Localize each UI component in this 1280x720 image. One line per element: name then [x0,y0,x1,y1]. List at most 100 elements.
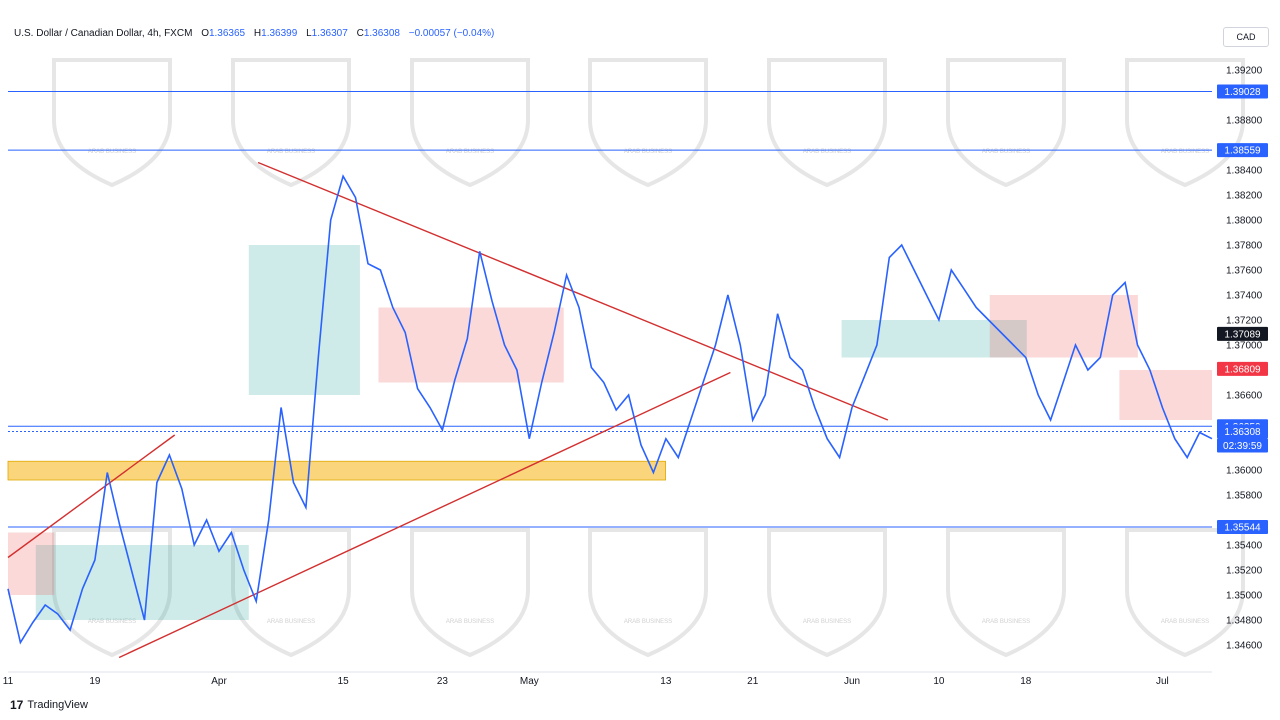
watermark-text: ARAB BUSINESS [88,619,136,625]
watermark-text: ARAB BUSINESS [267,619,315,625]
chart-legend: U.S. Dollar / Canadian Dollar, 4h, FXCM … [14,28,494,39]
demand-zone-rect [7,460,666,481]
watermark-shield-icon: ARAB BUSINESS [231,528,351,658]
y-tick-label: 1.36600 [1226,391,1263,402]
x-tick-label: Jul [1156,676,1169,687]
low-value: 1.36307 [311,28,348,39]
countdown-tag [1217,438,1268,453]
countdown-text: 02:39:59 [1223,441,1262,452]
low-label: L [306,28,312,39]
open-value: 1.36365 [208,28,246,39]
price-series [7,174,1213,645]
watermark-shield-icon: ARAB BUSINESS [52,58,172,188]
open-label: O [201,28,209,39]
y-tick-label: 1.39200 [1226,66,1263,77]
y-tick-label: 1.38400 [1226,166,1263,177]
watermark-text: ARAB BUSINESS [624,149,672,155]
x-tick-label: 23 [437,676,449,687]
y-tick-label: 1.35200 [1226,566,1263,577]
watermark-text: ARAB BUSINESS [1161,149,1209,155]
change-value: −0.00057 (−0.04%) [408,28,495,39]
high-value: 1.36399 [261,28,298,39]
price-tag [1217,361,1268,376]
y-tick-label: 1.37400 [1226,291,1263,302]
price-tag [1217,143,1268,158]
price-tag [1217,424,1268,439]
x-tick-label: 18 [1020,676,1032,687]
price-tag [1217,84,1268,99]
watermark-text: ARAB BUSINESS [88,149,136,155]
y-tick-label: 1.37000 [1226,341,1263,352]
x-tick-label: 10 [933,676,945,687]
tradingview-brand[interactable]: 17 TradingView [10,698,88,712]
x-tick-label: 21 [747,676,759,687]
price-tag-text: 1.36809 [1224,364,1261,375]
price-tag-text: 1.36308 [1224,427,1261,438]
watermark-shield-icon: ARAB BUSINESS [1125,58,1245,188]
demand-zone [7,460,666,481]
x-tick-label: Apr [211,676,227,687]
x-tick-label: 19 [89,676,101,687]
brand-name: TradingView [27,699,88,711]
y-tick-label: 1.35400 [1226,541,1263,552]
tradingview-logo-icon: 17 [10,698,24,712]
watermark-shield-icon: ARAB BUSINESS [767,528,887,658]
price-tag-text: 1.35544 [1224,523,1261,534]
y-tick-label: 1.38000 [1226,216,1263,227]
watermark-text: ARAB BUSINESS [982,149,1030,155]
y-tick-label: 1.36000 [1226,466,1263,477]
symbol-title[interactable]: U.S. Dollar / Canadian Dollar, 4h, FXCM [14,28,193,39]
currency-selector[interactable]: CAD [1223,27,1269,47]
price-tag-text: 1.37089 [1224,329,1261,340]
trendline [118,371,731,659]
price-tags: 1.390281.385591.370891.368091.363501.363… [1217,84,1268,534]
x-tick-label: Jun [844,676,860,687]
close-value: 1.36308 [363,28,400,39]
x-tick-label: 15 [338,676,350,687]
y-tick-label: 1.34600 [1226,641,1263,652]
watermark-shield-icon: ARAB BUSINESS [1125,528,1245,658]
y-tick-label: 1.34800 [1226,616,1263,627]
watermark-text: ARAB BUSINESS [803,149,851,155]
price-line [7,174,1213,645]
watermark-text: ARAB BUSINESS [1161,619,1209,625]
y-tick-label: 1.35800 [1226,491,1263,502]
watermark-shield-icon: ARAB BUSINESS [52,528,172,658]
bull-cloud [35,545,249,620]
bear-cloud [1119,370,1212,420]
y-tick-label: 1.35000 [1226,591,1263,602]
watermark-shield-icon: ARAB BUSINESS [588,58,708,188]
watermark-shield-icon: ARAB BUSINESS [410,58,530,188]
x-tick-label: 13 [660,676,672,687]
price-tag [1217,520,1268,534]
watermark-shield-icon: ARAB BUSINESS [767,58,887,188]
watermark-layer: ARAB BUSINESS ARAB BUSINESS ARAB BUSINESS A… [52,58,1245,658]
price-tag [1217,326,1268,341]
y-tick-label: 1.37200 [1226,316,1263,327]
bear-cloud [8,532,55,595]
level-lines [8,91,1212,528]
watermark-shield-icon: ARAB BUSINESS [946,58,1066,188]
y-tick-label: 1.38200 [1226,191,1263,202]
watermark-text: ARAB BUSINESS [982,619,1030,625]
price-tag-text: 1.38559 [1224,146,1261,157]
y-axis: 1.39200 1.38800 1.38400 1.38200 1.38000 1.378… [1226,66,1263,652]
price-tag-text: 1.39028 [1224,87,1261,98]
y-tick-label: 1.37600 [1226,266,1263,277]
watermark-text: ARAB BUSINESS [446,149,494,155]
y-tick-label: 1.38800 [1226,116,1263,127]
bull-cloud [248,245,360,395]
x-tick-label: May [520,676,539,687]
watermark-text: ARAB BUSINESS [446,619,494,625]
watermark-text: ARAB BUSINESS [803,619,851,625]
high-label: H [253,28,262,39]
watermark-shield-icon: ARAB BUSINESS [588,528,708,658]
watermark-shield-icon: ARAB BUSINESS [231,58,351,188]
y-tick-label: 1.37800 [1226,241,1263,252]
trendline [7,434,176,559]
bear-cloud [989,295,1138,358]
cloud-layer [8,245,1212,620]
x-axis: 1119Apr1523May1321Jun1018Jul15 [3,671,1212,687]
